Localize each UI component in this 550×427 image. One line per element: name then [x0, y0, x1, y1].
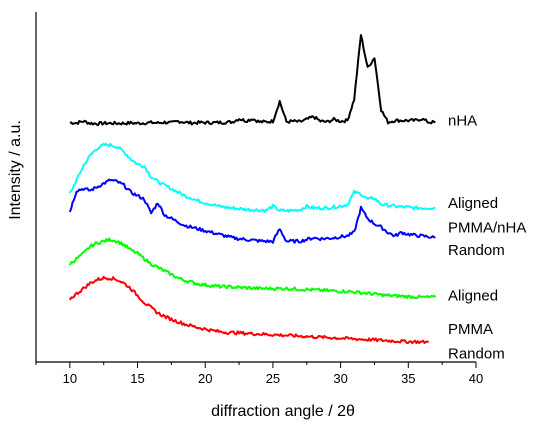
series-label: PMMA/nHA — [448, 219, 526, 236]
series-label: PMMA — [448, 321, 493, 338]
series-line-2 — [68, 178, 436, 244]
series-line-3 — [68, 237, 437, 300]
series-group — [68, 34, 437, 345]
plot-frame — [35, 12, 476, 363]
series-label: Random — [448, 345, 505, 362]
series-line-4 — [68, 275, 429, 345]
x-tick-label: 10 — [63, 371, 77, 386]
y-axis-title: Intensity / a.u. — [7, 120, 24, 220]
x-tick-label: 25 — [266, 371, 280, 386]
series-label: Aligned — [448, 195, 498, 212]
x-tick-label: 30 — [333, 371, 347, 386]
series-label: Aligned — [448, 288, 498, 305]
x-axis-ticks: 10 15 20 25 30 35 40 — [35, 362, 483, 386]
x-axis-title: diffraction angle / 2θ — [211, 403, 355, 420]
x-tick-label: 15 — [130, 371, 144, 386]
x-tick-label: 35 — [401, 371, 415, 386]
series-label: Random — [448, 242, 505, 259]
series-labels: nHA Aligned PMMA/nHA Random Aligned PMMA Rando… — [448, 113, 526, 363]
x-tick-label: 40 — [469, 371, 483, 386]
series-label: nHA — [448, 113, 477, 130]
series-line-1 — [68, 142, 436, 213]
x-tick-label: 20 — [198, 371, 212, 386]
series-line-0 — [69, 34, 436, 126]
